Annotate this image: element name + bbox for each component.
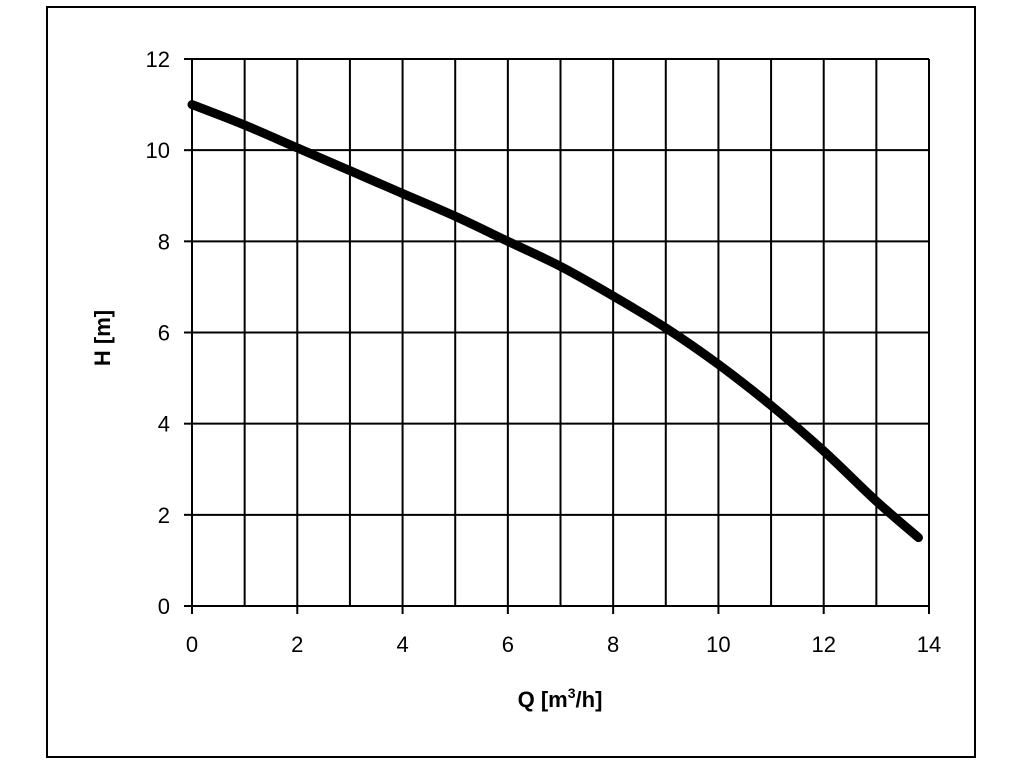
x-tick-label: 12	[811, 632, 835, 657]
x-tick-label: 10	[706, 632, 730, 657]
x-tick-label: 6	[502, 632, 514, 657]
x-axis-label: Q [m3/h]	[518, 685, 603, 712]
x-tick-label: 2	[291, 632, 303, 657]
axes	[184, 58, 930, 614]
y-tick-label: 10	[146, 138, 170, 163]
series-group	[187, 100, 923, 543]
y-tick-label: 12	[146, 47, 170, 72]
x-tick-label: 4	[396, 632, 408, 657]
y-axis-label: H [m]	[90, 310, 115, 366]
y-tick-label: 4	[158, 412, 170, 437]
series-line	[187, 100, 923, 543]
y-tick-label: 8	[158, 229, 170, 254]
x-tick-label: 14	[917, 632, 941, 657]
y-tick-label: 0	[158, 594, 170, 619]
y-tick-label: 6	[158, 321, 170, 346]
grid	[191, 58, 930, 607]
y-tick-label: 2	[158, 503, 170, 528]
x-tick-labels: 0 2 4 6 8 10 12 14	[186, 632, 941, 657]
x-tick-label: 8	[607, 632, 619, 657]
chart-frame	[46, 6, 976, 758]
y-tick-labels: 0 2 4 6 8 10 12	[146, 47, 170, 619]
x-tick-label: 0	[186, 632, 198, 657]
